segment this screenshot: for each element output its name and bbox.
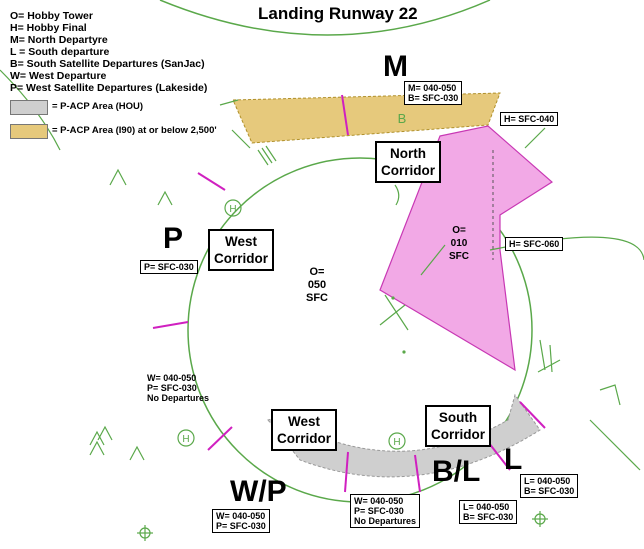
legend-item-m: M= North Departyre: [10, 34, 108, 46]
pink-corridor-area: [379, 125, 553, 372]
legend-swatch-i90-label: = P-ACP Area (I90) at or below 2,500': [52, 125, 217, 136]
terrain-mark: [394, 184, 400, 206]
terrain-mark: [129, 445, 145, 461]
w-bottom-altitude-tag: W= 040-050 P= SFC-030 No Departures: [350, 494, 421, 528]
page-title: Landing Runway 22: [258, 4, 418, 23]
boundary-tick: [341, 94, 349, 136]
terrain-mark: [257, 145, 277, 166]
boundary-tick: [197, 172, 226, 191]
i90-acp-area: [232, 92, 501, 144]
wp-altitude-tag: W= 040-050 P= SFC-030: [212, 509, 270, 533]
navaid-icon: [137, 525, 153, 541]
east-ring-bottom: [589, 419, 641, 471]
outer-arc-top: [159, 0, 491, 36]
legend-item-b: B= South Satellite Departures (SanJac): [10, 58, 205, 70]
terrain-mark: [89, 425, 113, 456]
legend-item-h: H= Hobby Final: [10, 22, 87, 34]
legend-item-o: O= Hobby Tower: [10, 10, 93, 22]
hou-acp-area: [267, 393, 541, 478]
terrain-mark: [537, 339, 561, 373]
w-left-altitude-tag: W= 040-050 P= SFC-030 No Departures: [147, 373, 210, 403]
h-north-altitude-tag: H= SFC-040: [500, 112, 559, 126]
terrain-mark: [219, 99, 251, 149]
terrain-mark: [420, 244, 446, 276]
boundary-tick: [519, 401, 546, 429]
p-altitude-tag: P= SFC-030: [140, 260, 198, 274]
north-altitude-tag: M= 040-050 B= SFC-030: [404, 81, 463, 105]
terrain-mark: [599, 384, 621, 406]
west-corridor-label-lower: West Corridor: [271, 409, 337, 451]
legend-swatch-i90: [10, 124, 48, 139]
legend-swatch-hou-label: = P-ACP Area (HOU): [52, 101, 144, 112]
legend-item-l: L = South departure: [10, 46, 110, 58]
legend-item-w: W= West Departure: [10, 70, 107, 82]
navaid-icon: [532, 511, 548, 527]
terrain-mark: [157, 190, 173, 206]
tower-dot: [391, 296, 395, 300]
north-corridor-label: North Corridor: [375, 141, 441, 183]
west-gate-letters: W/P: [230, 475, 287, 508]
terrain-mark: [379, 294, 409, 331]
h-east-altitude-tag: H= SFC-060: [505, 237, 564, 251]
hobby-final-icon: [177, 429, 195, 447]
hobby-final-icon: [224, 199, 242, 217]
hobby-final-icon: [388, 432, 406, 450]
hobby-final-letter: H: [229, 204, 236, 215]
west-corridor-label-upper: West Corridor: [208, 229, 274, 271]
south-corridor-label: South Corridor: [425, 405, 491, 447]
pink-area-altitude-label: O= 010 SFC: [449, 225, 469, 262]
boundary-tick: [344, 451, 349, 493]
legend-item-p: P= West Satellite Departures (Lakeside): [10, 82, 208, 94]
south-departure-letter: L: [504, 443, 523, 476]
boundary-tick: [152, 321, 189, 329]
boundary-tick: [414, 454, 421, 493]
boundary-tick: [207, 426, 233, 451]
hobby-final-letter: H: [393, 437, 400, 448]
west-satellite-letter: P: [163, 222, 184, 255]
b-mark: B: [398, 111, 407, 126]
tower-dot: [402, 350, 406, 354]
terrain-mark: [524, 127, 546, 149]
hobby-final-letter: H: [182, 434, 189, 445]
l-altitude-tag: L= 040-050 B= SFC-030: [520, 474, 579, 498]
north-departure-letter: M: [383, 50, 408, 83]
tower-altitude-label: O= 050 SFC: [306, 266, 328, 304]
legend-swatch-hou: [10, 100, 48, 115]
south-gate-letters: B/L: [432, 455, 481, 488]
terrain-mark: [109, 168, 127, 186]
bl-altitude-tag: L= 040-050 B= SFC-030: [459, 500, 518, 524]
